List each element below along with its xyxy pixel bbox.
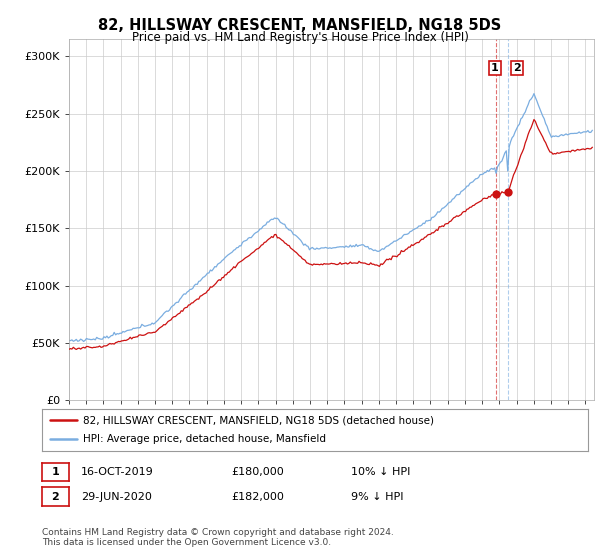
Text: Price paid vs. HM Land Registry's House Price Index (HPI): Price paid vs. HM Land Registry's House … xyxy=(131,31,469,44)
Text: 2: 2 xyxy=(514,63,521,73)
Text: 82, HILLSWAY CRESCENT, MANSFIELD, NG18 5DS: 82, HILLSWAY CRESCENT, MANSFIELD, NG18 5… xyxy=(98,18,502,33)
Text: £180,000: £180,000 xyxy=(231,467,284,477)
Text: 2: 2 xyxy=(52,492,59,502)
Text: 16-OCT-2019: 16-OCT-2019 xyxy=(81,467,154,477)
Text: 1: 1 xyxy=(491,63,499,73)
Text: 10% ↓ HPI: 10% ↓ HPI xyxy=(351,467,410,477)
Text: £182,000: £182,000 xyxy=(231,492,284,502)
Text: 1: 1 xyxy=(52,467,59,477)
Text: 9% ↓ HPI: 9% ↓ HPI xyxy=(351,492,404,502)
Text: 29-JUN-2020: 29-JUN-2020 xyxy=(81,492,152,502)
Text: 82, HILLSWAY CRESCENT, MANSFIELD, NG18 5DS (detached house): 82, HILLSWAY CRESCENT, MANSFIELD, NG18 5… xyxy=(83,415,434,425)
Text: HPI: Average price, detached house, Mansfield: HPI: Average price, detached house, Mans… xyxy=(83,435,326,445)
Text: Contains HM Land Registry data © Crown copyright and database right 2024.
This d: Contains HM Land Registry data © Crown c… xyxy=(42,528,394,547)
